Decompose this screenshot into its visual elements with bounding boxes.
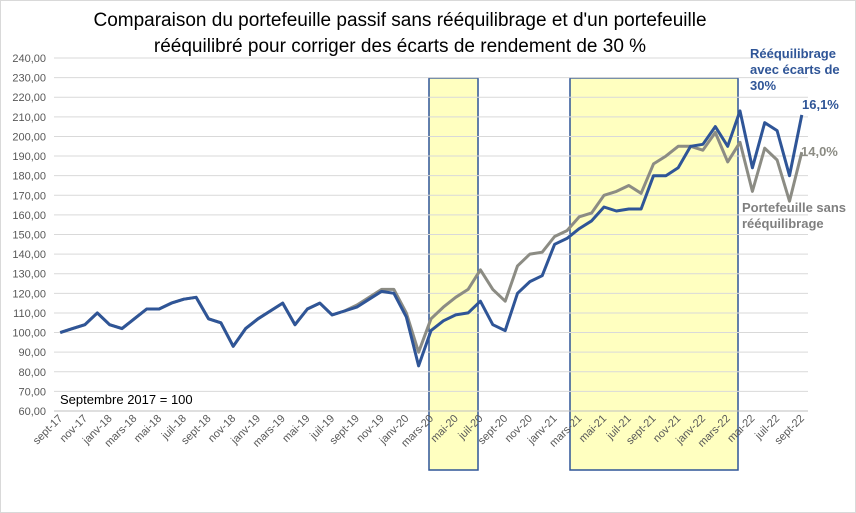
y-tick-label: 80,00 bbox=[18, 367, 46, 379]
y-tick-label: 140,00 bbox=[12, 249, 46, 261]
y-tick-label: 150,00 bbox=[12, 230, 46, 242]
y-tick-label: 60,00 bbox=[18, 406, 46, 418]
y-tick-label: 200,00 bbox=[12, 131, 46, 143]
y-tick-label: 90,00 bbox=[18, 347, 46, 359]
y-tick-label: 120,00 bbox=[12, 288, 46, 300]
y-tick-label: 70,00 bbox=[18, 386, 46, 398]
y-tick-label: 230,00 bbox=[12, 73, 46, 85]
y-tick-label: 100,00 bbox=[12, 328, 46, 340]
y-tick-label: 240,00 bbox=[12, 53, 46, 65]
note: Septembre 2017 = 100 bbox=[60, 392, 193, 407]
end-label: 16,1% bbox=[802, 97, 839, 112]
series-label: Rééquilibrage avec écarts de 30% bbox=[750, 46, 840, 93]
y-tick-label: 190,00 bbox=[12, 151, 46, 163]
y-tick-label: 170,00 bbox=[12, 190, 46, 202]
plot bbox=[59, 109, 804, 368]
y-tick-label: 110,00 bbox=[13, 308, 46, 320]
y-tick-label: 180,00 bbox=[12, 171, 46, 183]
x-tick-label: mai-19 bbox=[280, 413, 312, 445]
y-tick-label: 210,00 bbox=[12, 112, 46, 124]
y-tick-label: 130,00 bbox=[12, 269, 46, 281]
x-tick-label: mai-18 bbox=[132, 413, 164, 445]
series-label: Portefeuille sans rééquilibrage bbox=[742, 200, 847, 231]
y-tick-label: 160,00 bbox=[12, 210, 46, 222]
y-tick-label: 220,00 bbox=[12, 92, 46, 104]
series-line bbox=[59, 109, 804, 368]
chart-title: Comparaison du portefeuille passif sans … bbox=[93, 10, 707, 57]
end-label: 14,0% bbox=[801, 144, 838, 159]
